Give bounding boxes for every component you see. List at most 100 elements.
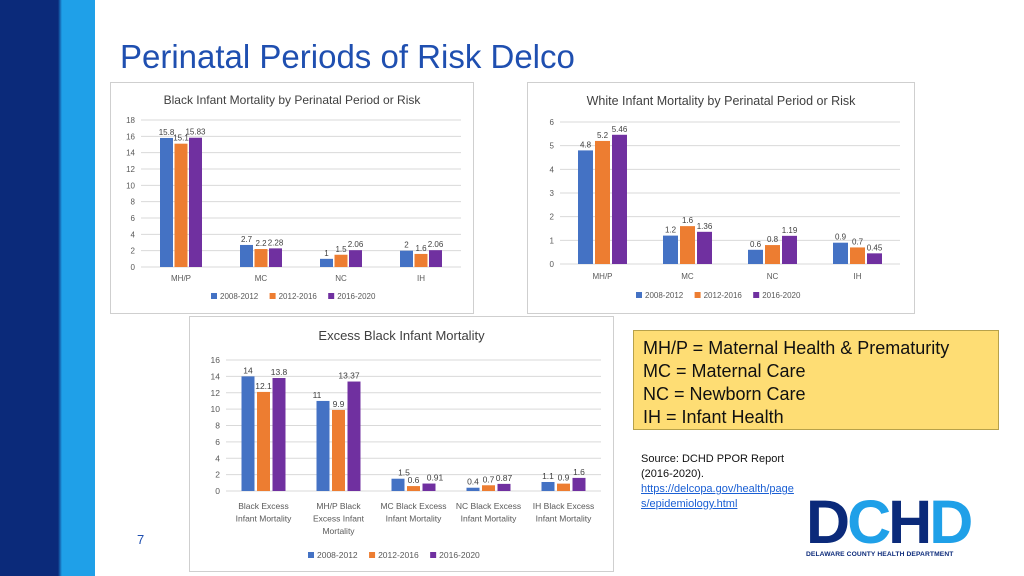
data-label: 1.6: [682, 216, 694, 225]
bar: [578, 150, 593, 264]
y-tick-label: 14: [126, 149, 135, 158]
data-label: 15.1: [173, 134, 189, 143]
category-label: Infant Mortality: [236, 514, 292, 524]
excess-black-infant-mortality-chart: Excess Black Infant Mortality 0 2 4 6 8 10 12 14…: [189, 316, 614, 572]
data-label: 1: [324, 249, 329, 258]
data-label: 9.9: [333, 399, 345, 409]
bar: [541, 481, 555, 491]
data-label: 0.7: [483, 474, 495, 484]
category-label: Infant Mortality: [461, 514, 517, 524]
category-label: MH/P: [171, 274, 191, 283]
y-tick-label: 5: [550, 142, 555, 151]
y-tick-label: 16: [126, 132, 135, 141]
data-label: 2.06: [348, 240, 364, 249]
data-label: 0.4: [467, 477, 479, 487]
y-tick-label: 4: [550, 165, 555, 174]
data-label: 1.36: [697, 222, 713, 231]
abbreviation-mc: MC = Maternal Care: [643, 361, 806, 381]
source-note: Source: DCHD PPOR Report (2016-2020). ht…: [641, 452, 801, 512]
logo-text: DELAWARE COUNTY HEALTH DEPARTMENT: [806, 551, 954, 558]
legend-label: 2016-2020: [762, 291, 801, 300]
legend-swatch: [211, 293, 217, 299]
bar: [347, 381, 361, 491]
y-tick-label: 2: [550, 213, 555, 222]
logo-letter-d1: D: [806, 488, 850, 556]
y-tick-label: 4: [131, 230, 136, 239]
bar: [254, 249, 268, 267]
category-label: MC: [255, 274, 268, 283]
y-tick-label: 3: [550, 189, 555, 198]
data-label: 1.19: [782, 226, 798, 235]
bar: [269, 248, 282, 267]
category-label: Infant Mortality: [386, 514, 442, 524]
y-tick-label: 14: [211, 371, 221, 381]
legend-swatch: [328, 293, 335, 299]
chart-title: Black Infant Mortality by Perinatal Peri…: [164, 93, 422, 107]
bar: [466, 487, 480, 491]
source-text: Source: DCHD PPOR Report (2016-2020).: [641, 453, 785, 480]
data-label: 5.46: [612, 125, 628, 134]
data-label: 2.2: [255, 239, 267, 248]
y-tick-label: 10: [126, 181, 135, 190]
data-label: 1.5: [335, 245, 347, 254]
bar: [334, 254, 348, 267]
category-label: NC Black Excess: [456, 501, 521, 511]
data-label: 12.1: [255, 381, 272, 391]
category-label: Excess Infant: [313, 514, 365, 524]
dchd-logo: DCHD DELAWARE COUNTY HEALTH DEPARTMENT: [806, 488, 973, 559]
data-label: 0.8: [767, 235, 779, 244]
data-label: 4.8: [580, 140, 592, 149]
category-label: MC: [681, 272, 694, 281]
y-tick-label: 8: [131, 198, 136, 207]
slide-title: Perinatal Periods of Risk Delco: [120, 38, 575, 75]
data-label: 0.87: [496, 473, 513, 483]
bar: [429, 250, 442, 267]
y-tick-label: 6: [215, 437, 220, 447]
data-label: 1.6: [573, 467, 585, 477]
logo-letters: DCHD: [806, 488, 973, 556]
bar: [407, 486, 420, 491]
category-label: IH: [417, 274, 425, 283]
data-label: 2: [404, 241, 409, 250]
bar: [400, 250, 413, 267]
data-label: 2.06: [428, 240, 444, 249]
bar: [241, 376, 255, 491]
y-tick-label: 12: [126, 165, 135, 174]
bar: [272, 378, 286, 491]
category-label: MH/P: [593, 272, 613, 281]
y-tick-label: 12: [211, 388, 221, 398]
data-label: 1.5: [398, 468, 410, 478]
y-tick-label: 2: [215, 470, 220, 480]
y-tick-label: 10: [211, 404, 221, 414]
source-link[interactable]: https://delcopa.gov/health/pages/epidemi…: [641, 483, 794, 510]
bar: [782, 235, 797, 264]
bar: [316, 400, 330, 491]
y-tick-label: 18: [126, 116, 135, 125]
bar: [332, 409, 345, 491]
data-label: 2.7: [241, 235, 253, 244]
data-label: 11: [313, 390, 322, 400]
white-infant-mortality-chart: White Infant Mortality by Perinatal Peri…: [527, 82, 915, 314]
data-label: 2.28: [268, 238, 284, 247]
category-label: Infant Mortality: [536, 514, 592, 524]
bar: [663, 235, 678, 264]
y-tick-label: 16: [211, 355, 221, 365]
y-tick-label: 2: [131, 247, 136, 256]
legend-label: 2016-2020: [337, 292, 376, 301]
bar: [174, 143, 188, 267]
y-tick-label: 8: [215, 421, 220, 431]
abbreviation-ih: IH = Infant Health: [643, 407, 784, 427]
y-tick-label: 0: [550, 260, 555, 269]
bar: [349, 250, 362, 267]
bar: [765, 245, 780, 264]
data-label: 0.7: [852, 237, 864, 246]
bar: [320, 258, 333, 267]
data-label: 0.91: [427, 473, 444, 483]
legend-label: 2008-2012: [317, 550, 358, 560]
legend-swatch: [694, 292, 701, 298]
black-infant-mortality-chart: Black Infant Mortality by Perinatal Peri…: [110, 82, 474, 314]
category-label: Black Excess: [238, 501, 289, 511]
abbreviation-nc: NC = Newborn Care: [643, 384, 806, 404]
logo-letter-h: H: [888, 488, 932, 556]
legend-label: 2008-2012: [220, 292, 259, 301]
